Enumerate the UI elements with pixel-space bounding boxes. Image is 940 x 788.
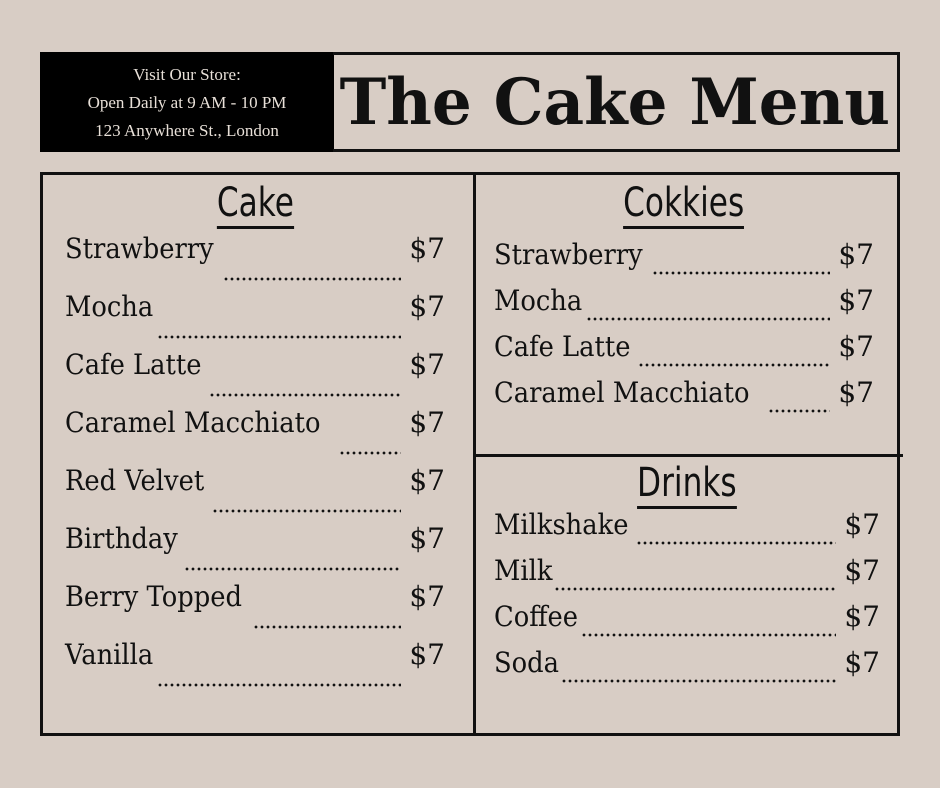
dot-leader xyxy=(553,587,837,591)
item-price: $7 xyxy=(844,508,880,541)
dot-leader xyxy=(156,683,402,687)
menu-item: Soda $7 xyxy=(494,646,880,692)
item-name: Mocha xyxy=(65,290,154,323)
item-name: Cafe Latte xyxy=(65,348,202,381)
section-drinks: Drinks Milkshake $7 Milk $7 Coffee $7 So… xyxy=(494,455,880,692)
menu-item: Red Velvet $7 xyxy=(65,464,445,522)
dot-leader xyxy=(651,271,831,275)
item-price: $7 xyxy=(844,646,880,679)
item-name: Coffee xyxy=(494,600,579,633)
item-price: $7 xyxy=(409,638,445,671)
item-name: Soda xyxy=(494,646,560,679)
menu-item: Mocha $7 xyxy=(65,290,445,348)
menu-item: Cafe Latte $7 xyxy=(494,330,874,376)
item-price: $7 xyxy=(409,232,445,265)
menu-item: Caramel Macchiato $7 xyxy=(65,406,445,464)
section-heading: Cokkies xyxy=(494,175,874,235)
menu-item: Strawberry $7 xyxy=(494,238,874,284)
item-name: Caramel Macchiato xyxy=(494,376,750,409)
dot-leader xyxy=(767,409,831,413)
dot-leader xyxy=(222,277,402,281)
item-name: Berry Topped xyxy=(65,580,242,613)
item-name: Vanilla xyxy=(65,638,154,671)
dot-leader xyxy=(638,363,831,367)
menu-item: Milk $7 xyxy=(494,554,880,600)
menu-item: Birthday $7 xyxy=(65,522,445,580)
item-price: $7 xyxy=(409,464,445,497)
section-cake: Cake Strawberry $7 Mocha $7 Cafe Latte $… xyxy=(65,175,445,696)
section-heading-text: Cake xyxy=(216,180,294,229)
item-name: Milkshake xyxy=(494,508,629,541)
menu-item: Coffee $7 xyxy=(494,600,880,646)
item-name: Strawberry xyxy=(65,232,214,265)
store-info: Visit Our Store: Open Daily at 9 AM - 10… xyxy=(40,52,334,152)
item-price: $7 xyxy=(838,238,874,271)
dot-leader xyxy=(636,541,837,545)
item-price: $7 xyxy=(838,330,874,363)
item-name: Cafe Latte xyxy=(494,330,631,363)
store-hours: Open Daily at 9 AM - 10 PM xyxy=(87,93,287,112)
item-price: $7 xyxy=(844,554,880,587)
menu-item: Berry Topped $7 xyxy=(65,580,445,638)
item-price: $7 xyxy=(409,522,445,555)
section-heading-text: Cokkies xyxy=(623,180,745,229)
dot-leader xyxy=(212,509,402,513)
item-name: Birthday xyxy=(65,522,178,555)
store-info-heading: Visit Our Store: xyxy=(133,65,241,84)
title-box: The Cake Menu xyxy=(333,52,900,152)
menu-board: Cake Strawberry $7 Mocha $7 Cafe Latte $… xyxy=(40,172,903,736)
menu-item: Cafe Latte $7 xyxy=(65,348,445,406)
item-price: $7 xyxy=(844,600,880,633)
section-heading: Cake xyxy=(65,175,445,235)
dot-leader xyxy=(338,451,402,455)
dot-leader xyxy=(581,633,837,637)
item-name: Milk xyxy=(494,554,553,587)
item-name: Mocha xyxy=(494,284,583,317)
menu-title: The Cake Menu xyxy=(339,64,891,140)
section-cookies: Cokkies Strawberry $7 Mocha $7 Cafe Latt… xyxy=(494,175,874,422)
menu-item: Mocha $7 xyxy=(494,284,874,330)
store-address: 123 Anywhere St., London xyxy=(95,121,279,140)
item-price: $7 xyxy=(838,284,874,317)
dot-leader xyxy=(209,393,402,397)
menu-item: Caramel Macchiato $7 xyxy=(494,376,874,422)
item-price: $7 xyxy=(838,376,874,409)
item-price: $7 xyxy=(409,290,445,323)
dot-leader xyxy=(156,335,402,339)
dot-leader xyxy=(183,567,402,571)
item-name: Caramel Macchiato xyxy=(65,406,321,439)
section-heading: Drinks xyxy=(494,455,880,515)
item-name: Strawberry xyxy=(494,238,643,271)
dot-leader xyxy=(253,625,402,629)
dot-leader xyxy=(560,679,837,683)
dot-leader xyxy=(585,317,831,321)
item-name: Red Velvet xyxy=(65,464,205,497)
item-price: $7 xyxy=(409,580,445,613)
menu-item: Strawberry $7 xyxy=(65,232,445,290)
divider xyxy=(473,454,903,457)
menu-item: Milkshake $7 xyxy=(494,508,880,554)
item-price: $7 xyxy=(409,348,445,381)
menu-item: Vanilla $7 xyxy=(65,638,445,696)
section-heading-text: Drinks xyxy=(637,460,737,509)
item-price: $7 xyxy=(409,406,445,439)
